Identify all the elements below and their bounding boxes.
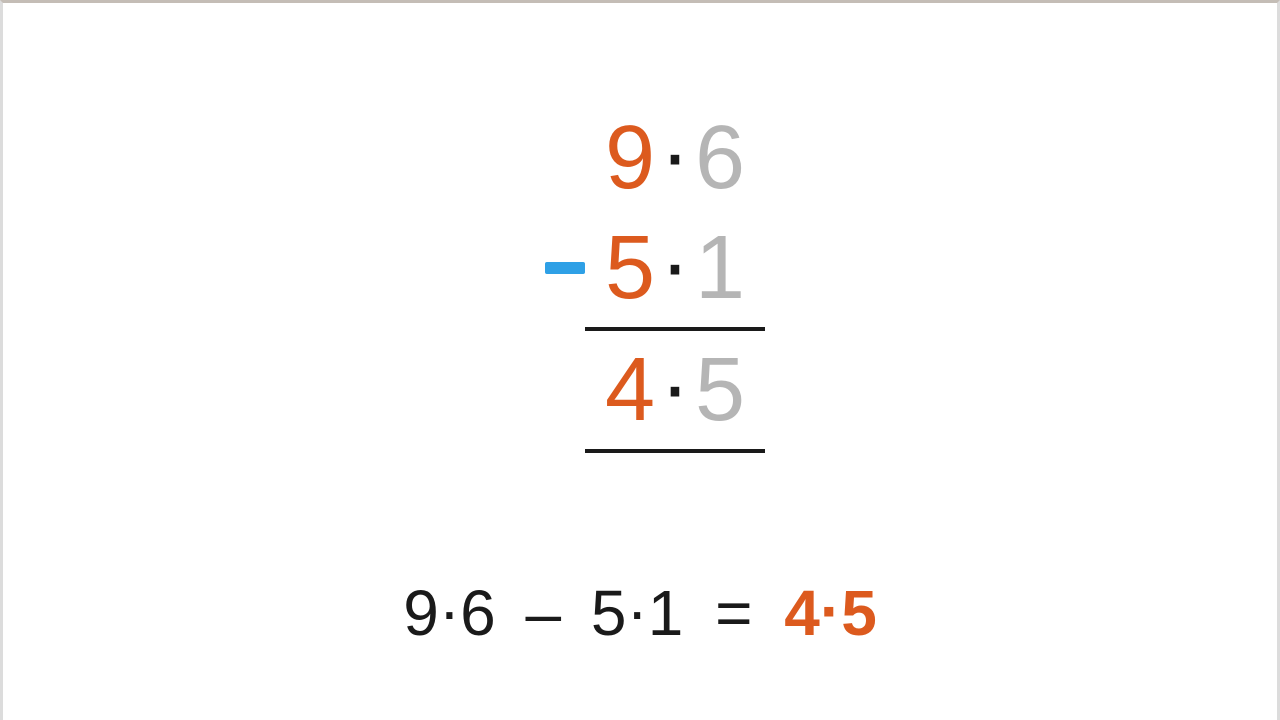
eq-lhs2-units: 5 [591,577,627,649]
eq-lhs2-tenths: 1 [648,577,684,649]
eq-operator: – [513,577,573,649]
minus-sign-svg [545,262,585,274]
minuend-units: 9 [600,113,660,203]
minus-icon [530,262,600,274]
minuend-row: 9 · 6 [515,103,765,213]
eq-equals: = [701,577,766,649]
decimal-dot: · [660,109,690,199]
rule-bottom [585,449,765,453]
eq-lhs1-tenths: 6 [460,577,496,649]
difference-units: 4 [600,345,660,435]
subtrahend-units: 5 [600,223,660,313]
minuend-tenths: 6 [690,113,750,203]
eq-answer-tenths: 5 [841,577,877,649]
difference-row: 4 · 5 [515,335,765,445]
decimal-dot: · [660,341,690,431]
decimal-dot: · [439,575,460,647]
decimal-dot: · [660,219,690,309]
equation-line: 9·6 – 5·1 = 4·5 [403,576,877,650]
decimal-dot: · [820,575,841,647]
decimal-dot: · [626,575,647,647]
eq-lhs1-units: 9 [403,577,439,649]
difference-tenths: 5 [690,345,750,435]
subtrahend-tenths: 1 [690,223,750,313]
subtrahend-row: 5 · 1 [515,213,765,323]
rule-top [585,327,765,331]
eq-answer-units: 4 [784,577,820,649]
column-subtraction: 9 · 6 5 · 1 4 · 5 [515,103,765,457]
